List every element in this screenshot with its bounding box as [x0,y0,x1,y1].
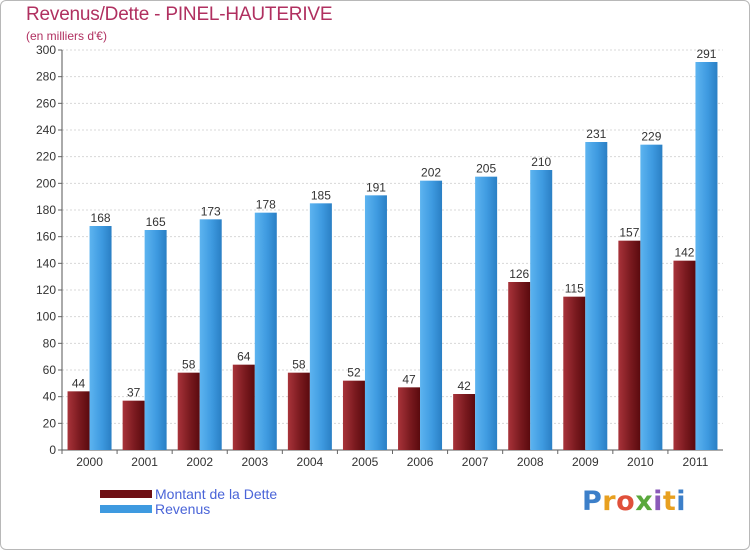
bar-dette [177,372,200,450]
value-label-dette: 37 [127,386,141,400]
bar-revenus [420,180,443,450]
bar-revenus [364,195,387,450]
value-label-revenus: 205 [476,162,496,176]
value-label-dette: 52 [347,366,361,380]
legend-item-revenus: Revenus [100,500,277,517]
legend: Montant de la Dette Revenus [100,485,278,517]
value-label-dette: 64 [237,350,251,364]
value-label-revenus: 165 [146,215,166,229]
value-label-dette: 47 [402,372,416,386]
x-tick-label: 2007 [462,455,489,469]
y-tick-label: 0 [49,443,56,457]
bar-revenus [585,142,608,450]
y-tick-label: 240 [36,123,56,137]
x-tick-label: 2000 [76,455,103,469]
value-label-revenus: 178 [256,198,276,212]
x-tick-label: 2001 [131,455,158,469]
bar-revenus [89,226,112,450]
x-tick-label: 2003 [241,455,268,469]
bar-dette [232,364,255,450]
value-label-dette: 142 [674,246,694,260]
y-tick-label: 220 [36,150,56,164]
value-label-revenus: 231 [586,127,606,141]
x-tick-label: 2009 [572,455,599,469]
logo-letter: o [616,486,636,517]
bar-revenus [199,219,222,450]
logo-letter: x [635,486,654,517]
bar-dette [453,394,476,450]
x-tick-label: 2004 [297,455,324,469]
bar-dette [287,372,310,450]
value-label-dette: 126 [509,267,529,281]
y-tick-label: 60 [43,363,57,377]
x-tick-label: 2005 [352,455,379,469]
y-tick-label: 100 [36,310,56,324]
value-label-dette: 42 [457,379,471,393]
value-label-dette: 157 [619,226,639,240]
value-label-dette: 44 [72,376,86,390]
bar-dette [342,380,365,450]
legend-swatch-revenus [100,504,152,513]
legend-swatch-dette [100,489,152,498]
bar-dette [508,282,531,450]
y-tick-label: 40 [43,390,57,404]
logo-letter: i [653,486,663,517]
value-label-revenus: 173 [201,204,221,218]
value-label-dette: 58 [182,358,196,372]
bar-dette [563,296,586,450]
chart-title: Revenus/Dette - PINEL-HAUTERIVE [26,4,333,25]
value-label-revenus: 168 [91,211,111,225]
bar-revenus [309,203,332,450]
bar-revenus [640,144,663,450]
value-label-revenus: 229 [641,130,661,144]
value-label-revenus: 191 [366,180,386,194]
bar-dette [122,400,145,450]
y-tick-label: 20 [43,416,57,430]
bar-revenus [254,212,277,450]
y-tick-label: 120 [36,283,56,297]
y-tick-label: 200 [36,176,56,190]
x-tick-label: 2002 [186,455,213,469]
bar-revenus [475,176,498,450]
bar-revenus [530,170,553,450]
value-label-dette: 115 [565,282,584,296]
proxiti-logo: Proxiti [582,486,686,517]
value-label-revenus: 202 [421,166,441,180]
logo-letter: i [676,486,687,517]
chart-subtitle: (en milliers d'€) [26,29,107,43]
value-label-revenus: 185 [311,188,331,202]
legend-item-dette: Montant de la Dette [100,485,278,502]
bar-revenus [695,62,718,450]
bar-dette [673,260,696,450]
logo-letter: P [582,486,603,517]
logo-letter: t [662,486,677,517]
bar-dette [398,387,421,450]
y-tick-label: 80 [43,336,57,350]
value-label-dette: 58 [292,358,306,372]
legend-label-revenus: Revenus [155,500,211,517]
y-tick-label: 160 [36,230,56,244]
bar-dette [618,240,641,450]
x-tick-label: 2006 [407,455,434,469]
logo-letter: r [602,486,617,517]
value-label-revenus: 291 [696,47,716,61]
x-tick-label: 2008 [517,455,544,469]
legend-label-dette: Montant de la Dette [155,485,278,502]
value-label-revenus: 210 [531,155,551,169]
y-tick-label: 180 [36,203,56,217]
y-tick-label: 280 [36,70,56,84]
x-tick-label: 2010 [627,455,654,469]
y-tick-label: 140 [36,256,56,270]
bar-revenus [144,230,167,450]
bar-dette [67,391,90,450]
y-tick-label: 300 [36,43,56,57]
y-tick-label: 260 [36,96,56,110]
x-tick-label: 2011 [683,455,709,469]
